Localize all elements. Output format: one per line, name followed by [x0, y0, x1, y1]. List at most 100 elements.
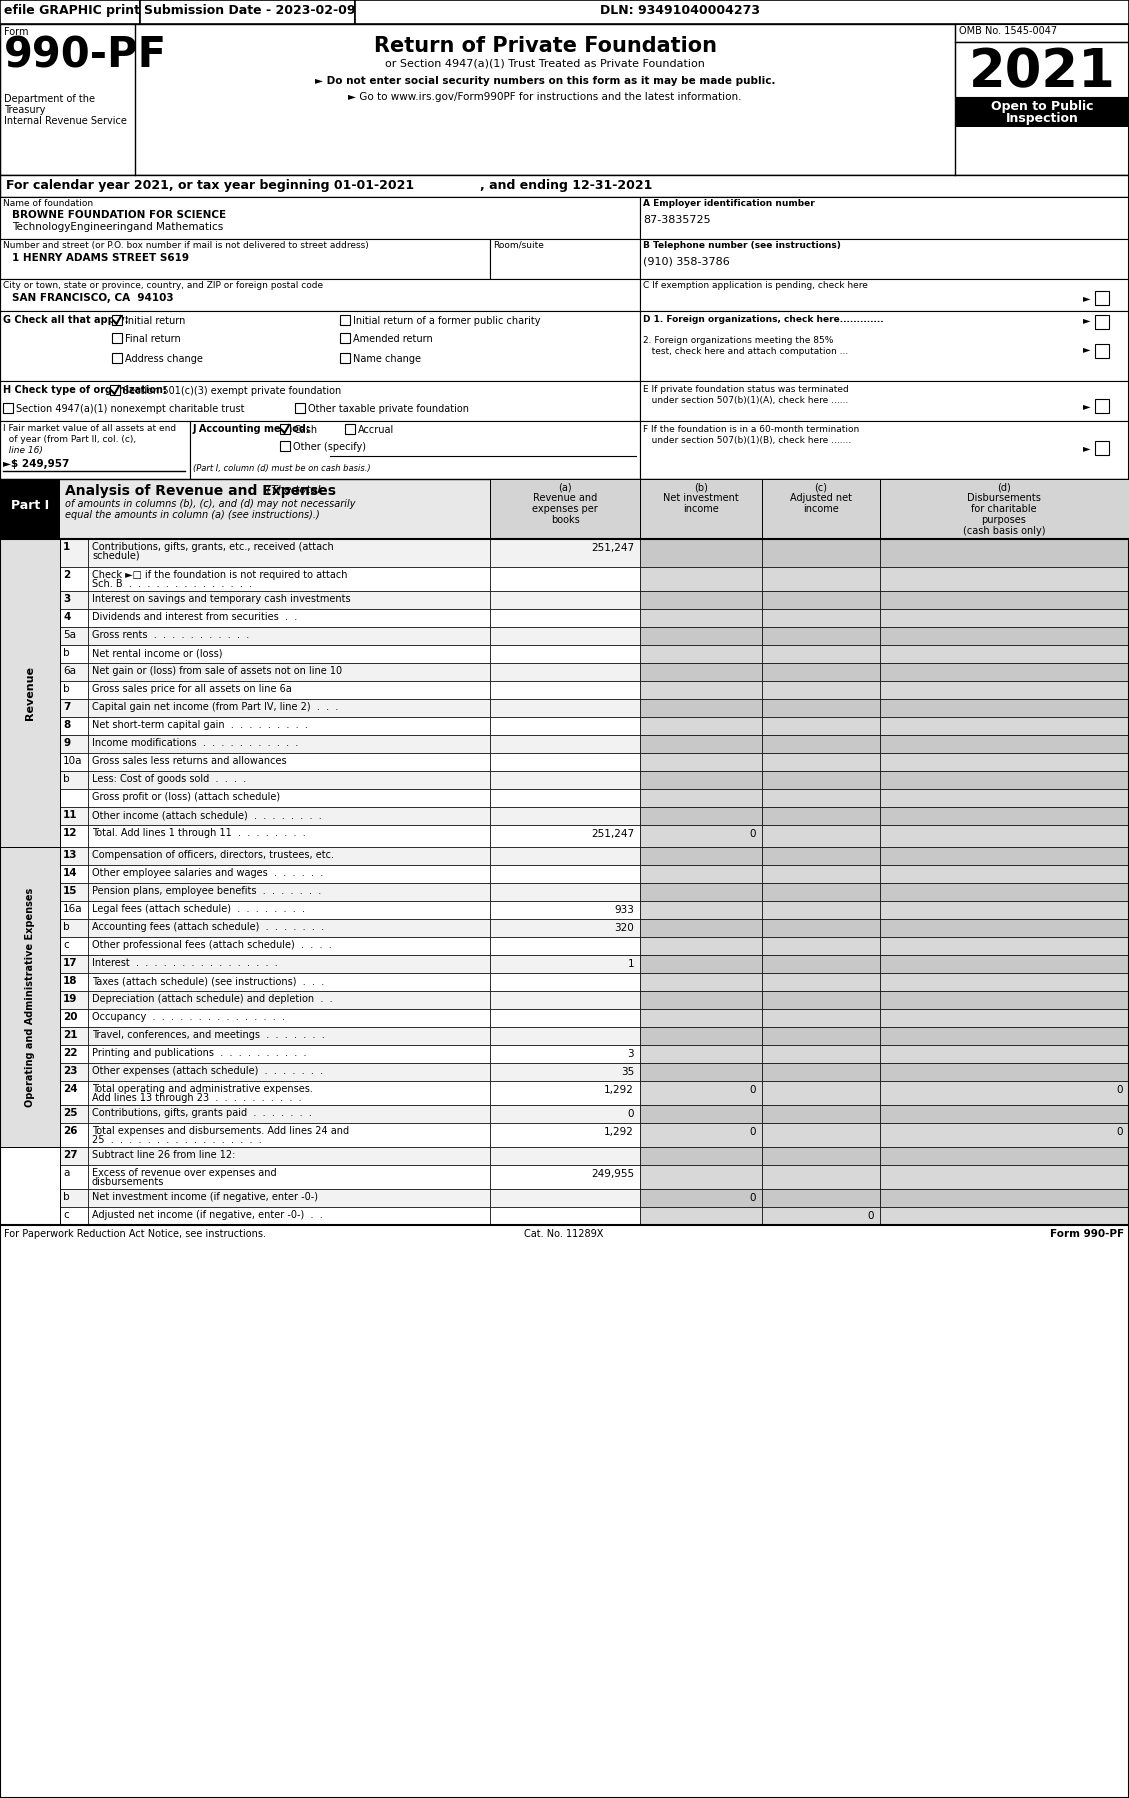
- Bar: [879, 1206, 1129, 1224]
- Text: Accounting fees (attach schedule)  .  .  .  .  .  .  .: Accounting fees (attach schedule) . . . …: [91, 922, 324, 931]
- Bar: [762, 919, 879, 937]
- Bar: [762, 1188, 879, 1206]
- Text: 1: 1: [63, 541, 70, 552]
- Bar: [879, 610, 1129, 628]
- Bar: [88, 610, 490, 628]
- Bar: [762, 753, 879, 771]
- Text: Form: Form: [5, 27, 28, 38]
- Bar: [955, 23, 1129, 41]
- Bar: [762, 991, 879, 1009]
- Text: 4: 4: [63, 611, 70, 622]
- Text: b: b: [63, 683, 70, 694]
- Text: Interest on savings and temporary cash investments: Interest on savings and temporary cash i…: [91, 593, 351, 604]
- Bar: [60, 663, 88, 681]
- Text: Section 501(c)(3) exempt private foundation: Section 501(c)(3) exempt private foundat…: [123, 387, 341, 396]
- Bar: [88, 681, 490, 699]
- Bar: [879, 753, 1129, 771]
- Text: 6a: 6a: [63, 665, 76, 676]
- Bar: [0, 381, 640, 421]
- Text: 13: 13: [63, 850, 78, 859]
- Text: Revenue: Revenue: [25, 665, 35, 719]
- Text: 17: 17: [63, 958, 78, 967]
- Text: of year (from Part II, col. (c),: of year (from Part II, col. (c),: [3, 435, 137, 444]
- Bar: [762, 789, 879, 807]
- Bar: [60, 865, 88, 883]
- Bar: [0, 198, 640, 239]
- Bar: [640, 198, 1129, 239]
- Text: H Check type of organization:: H Check type of organization:: [3, 385, 167, 396]
- Bar: [88, 539, 490, 566]
- Bar: [88, 645, 490, 663]
- Bar: [879, 592, 1129, 610]
- Bar: [88, 847, 490, 865]
- Bar: [280, 441, 290, 451]
- Bar: [88, 919, 490, 937]
- Text: 11: 11: [63, 811, 78, 820]
- Bar: [60, 937, 88, 955]
- Bar: [60, 807, 88, 825]
- Text: ►: ►: [1083, 401, 1091, 412]
- Bar: [1095, 399, 1109, 414]
- Text: Initial return of a former public charity: Initial return of a former public charit…: [353, 316, 541, 325]
- Bar: [88, 883, 490, 901]
- Bar: [490, 973, 640, 991]
- Text: Internal Revenue Service: Internal Revenue Service: [5, 117, 126, 126]
- Text: Interest  .  .  .  .  .  .  .  .  .  .  .  .  .  .  .  .: Interest . . . . . . . . . . . . . . . .: [91, 958, 278, 967]
- Bar: [0, 174, 1129, 198]
- Bar: [490, 789, 640, 807]
- Bar: [955, 97, 1129, 128]
- Bar: [1095, 291, 1109, 306]
- Text: Disbursements: Disbursements: [968, 493, 1041, 503]
- Text: Legal fees (attach schedule)  .  .  .  .  .  .  .  .: Legal fees (attach schedule) . . . . . .…: [91, 904, 305, 913]
- Bar: [88, 991, 490, 1009]
- Bar: [879, 937, 1129, 955]
- Text: under section 507(b)(1)(B), check here .......: under section 507(b)(1)(B), check here .…: [644, 435, 851, 444]
- Text: (910) 358-3786: (910) 358-3786: [644, 257, 729, 266]
- Text: b: b: [63, 647, 70, 658]
- Bar: [60, 1147, 88, 1165]
- Text: under section 507(b)(1)(A), check here ......: under section 507(b)(1)(A), check here .…: [644, 396, 848, 405]
- Bar: [60, 645, 88, 663]
- Bar: [490, 645, 640, 663]
- Bar: [879, 825, 1129, 847]
- Bar: [762, 735, 879, 753]
- Bar: [640, 1063, 762, 1081]
- Bar: [762, 610, 879, 628]
- Text: efile GRAPHIC print: efile GRAPHIC print: [5, 4, 140, 16]
- Bar: [60, 1081, 88, 1106]
- Text: Operating and Administrative Expenses: Operating and Administrative Expenses: [25, 888, 35, 1106]
- Bar: [490, 1106, 640, 1124]
- Bar: [60, 681, 88, 699]
- Text: BROWNE FOUNDATION FOR SCIENCE: BROWNE FOUNDATION FOR SCIENCE: [12, 210, 226, 219]
- Text: Add lines 13 through 23  .  .  .  .  .  .  .  .  .  .: Add lines 13 through 23 . . . . . . . . …: [91, 1093, 301, 1102]
- Text: Less: Cost of goods sold  .  .  .  .: Less: Cost of goods sold . . . .: [91, 773, 246, 784]
- Text: For calendar year 2021, or tax year beginning 01-01-2021: For calendar year 2021, or tax year begi…: [6, 180, 414, 192]
- Bar: [0, 0, 140, 23]
- Text: ►: ►: [1083, 343, 1091, 354]
- Text: Adjusted net: Adjusted net: [790, 493, 852, 503]
- Bar: [60, 1063, 88, 1081]
- Bar: [879, 1081, 1129, 1106]
- Bar: [762, 901, 879, 919]
- Bar: [879, 1009, 1129, 1027]
- Bar: [60, 1027, 88, 1045]
- Bar: [112, 352, 122, 363]
- Text: ►: ►: [1083, 293, 1091, 304]
- Bar: [490, 1124, 640, 1147]
- Bar: [88, 628, 490, 645]
- Text: 1 HENRY ADAMS STREET S619: 1 HENRY ADAMS STREET S619: [12, 254, 189, 263]
- Bar: [88, 699, 490, 717]
- Text: 2. Foreign organizations meeting the 85%: 2. Foreign organizations meeting the 85%: [644, 336, 833, 345]
- Text: b: b: [63, 922, 70, 931]
- Text: 19: 19: [63, 994, 78, 1003]
- Bar: [112, 333, 122, 343]
- Bar: [762, 539, 879, 566]
- Text: C If exemption application is pending, check here: C If exemption application is pending, c…: [644, 280, 868, 289]
- Bar: [60, 789, 88, 807]
- Text: F If the foundation is in a 60-month termination: F If the foundation is in a 60-month ter…: [644, 424, 859, 433]
- Text: 249,955: 249,955: [590, 1169, 634, 1179]
- Text: 14: 14: [63, 868, 78, 877]
- Bar: [762, 1165, 879, 1188]
- Text: Final return: Final return: [125, 334, 181, 343]
- Text: (a): (a): [558, 482, 571, 493]
